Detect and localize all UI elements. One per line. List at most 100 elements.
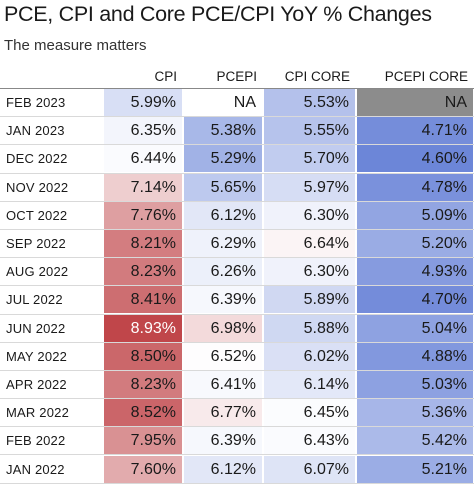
value-text: 4.93% bbox=[357, 258, 473, 286]
value-cell-cpi-core: 5.55% bbox=[263, 116, 356, 146]
row-date-label: MAY 2022 bbox=[0, 342, 103, 371]
table-row: JUN 2022 8.93% 6.98% 5.88% 5.04% bbox=[0, 314, 474, 343]
table-row: OCT 2022 7.76% 6.12% 6.30% 5.09% bbox=[0, 201, 474, 230]
table-row: DEC 2022 6.44% 5.29% 5.70% 4.60% bbox=[0, 144, 474, 174]
table-row: MAY 2022 8.50% 6.52% 6.02% 4.88% bbox=[0, 342, 474, 371]
value-cell-pcepi: 6.39% bbox=[183, 426, 263, 456]
value-cell-pcepi: 6.12% bbox=[183, 201, 263, 230]
value-text: 8.23% bbox=[104, 258, 182, 286]
value-text: 6.12% bbox=[184, 201, 262, 229]
value-cell-pcepi-core: 5.36% bbox=[356, 398, 474, 428]
value-cell-pcepi: 6.26% bbox=[183, 257, 263, 287]
value-cell-pcepi: 6.41% bbox=[183, 370, 263, 400]
value-text: 5.03% bbox=[357, 370, 473, 398]
table-body: FEB 2023 5.99% NA 5.53% NA JAN 2023 6.35% 5.38%… bbox=[0, 88, 474, 484]
inflation-table: CPI PCEPI CPI CORE PCEPI CORE FEB 2023 5.… bbox=[0, 64, 474, 484]
value-cell-cpi: 7.60% bbox=[103, 454, 183, 484]
value-text: 6.30% bbox=[264, 201, 355, 229]
value-text: 7.14% bbox=[104, 173, 182, 201]
table-row: AUG 2022 8.23% 6.26% 6.30% 4.93% bbox=[0, 257, 474, 287]
value-cell-pcepi-core: 5.21% bbox=[356, 454, 474, 484]
table-row: SEP 2022 8.21% 6.29% 6.64% 5.20% bbox=[0, 229, 474, 259]
row-date-label: APR 2022 bbox=[0, 370, 103, 400]
value-cell-cpi-core: 6.45% bbox=[263, 398, 356, 428]
table-row: JAN 2022 7.60% 6.12% 6.07% 5.21% bbox=[0, 454, 474, 484]
value-text: 6.02% bbox=[264, 342, 355, 370]
value-text: 5.65% bbox=[184, 173, 262, 201]
value-text: 5.21% bbox=[357, 455, 473, 483]
chart-subtitle: The measure matters bbox=[4, 37, 147, 54]
value-cell-cpi-core: 6.07% bbox=[263, 454, 356, 484]
value-text: 6.43% bbox=[264, 427, 355, 455]
row-date-label: NOV 2022 bbox=[0, 173, 103, 202]
value-text: 5.70% bbox=[264, 145, 355, 173]
row-date-label: JAN 2023 bbox=[0, 116, 103, 146]
value-cell-cpi-core: 6.64% bbox=[263, 229, 356, 259]
value-text: 6.30% bbox=[264, 258, 355, 286]
value-cell-cpi: 7.76% bbox=[103, 201, 183, 230]
row-date-label: AUG 2022 bbox=[0, 257, 103, 287]
value-cell-cpi-core: 6.14% bbox=[263, 370, 356, 400]
value-cell-cpi-core: 6.30% bbox=[263, 201, 356, 230]
value-text: 5.04% bbox=[357, 314, 473, 342]
value-text: 7.76% bbox=[104, 201, 182, 229]
table-row: JAN 2023 6.35% 5.38% 5.55% 4.71% bbox=[0, 116, 474, 146]
column-header-cpi-core: CPI CORE bbox=[263, 64, 356, 89]
value-cell-pcepi: 5.38% bbox=[183, 116, 263, 146]
value-cell-cpi: 5.99% bbox=[103, 88, 183, 118]
value-text: 6.26% bbox=[184, 258, 262, 286]
row-date-label: JAN 2022 bbox=[0, 454, 103, 484]
value-text: 5.09% bbox=[357, 201, 473, 229]
value-text: 8.23% bbox=[104, 370, 182, 398]
value-cell-pcepi-core: 4.93% bbox=[356, 257, 474, 287]
value-cell-cpi-core: 5.97% bbox=[263, 173, 356, 202]
value-cell-cpi: 8.23% bbox=[103, 370, 183, 400]
column-header-date bbox=[0, 64, 103, 89]
value-cell-pcepi-core: 5.20% bbox=[356, 229, 474, 259]
value-text: 6.52% bbox=[184, 342, 262, 370]
value-text: 6.07% bbox=[264, 455, 355, 483]
value-text: 6.39% bbox=[184, 427, 262, 455]
value-text: 6.35% bbox=[104, 117, 182, 145]
value-text: 6.77% bbox=[184, 399, 262, 427]
row-date-label: JUN 2022 bbox=[0, 314, 103, 343]
value-cell-pcepi: NA bbox=[183, 88, 263, 118]
value-text: 4.88% bbox=[357, 342, 473, 370]
value-text: 5.97% bbox=[264, 173, 355, 201]
table-row: NOV 2022 7.14% 5.65% 5.97% 4.78% bbox=[0, 173, 474, 202]
row-date-label: OCT 2022 bbox=[0, 201, 103, 230]
value-cell-cpi: 7.95% bbox=[103, 426, 183, 456]
value-text: 6.64% bbox=[264, 230, 355, 258]
value-cell-pcepi: 6.52% bbox=[183, 342, 263, 371]
value-cell-cpi: 8.21% bbox=[103, 229, 183, 259]
value-text: 5.29% bbox=[184, 145, 262, 173]
value-text: 5.38% bbox=[184, 117, 262, 145]
value-text: 8.93% bbox=[104, 314, 182, 342]
column-header-cpi: CPI bbox=[103, 64, 183, 89]
value-text: 5.55% bbox=[264, 117, 355, 145]
value-cell-pcepi-core: 4.71% bbox=[356, 116, 474, 146]
value-cell-cpi: 7.14% bbox=[103, 173, 183, 202]
value-text: 5.53% bbox=[264, 89, 355, 117]
value-cell-pcepi: 6.39% bbox=[183, 285, 263, 315]
value-text: 8.41% bbox=[104, 286, 182, 314]
row-date-label: FEB 2022 bbox=[0, 426, 103, 456]
value-text: 5.89% bbox=[264, 286, 355, 314]
value-text: 6.44% bbox=[104, 145, 182, 173]
value-cell-pcepi-core: 4.60% bbox=[356, 144, 474, 174]
value-text: 5.36% bbox=[357, 399, 473, 427]
value-cell-pcepi-core: NA bbox=[356, 88, 474, 118]
value-text: 4.60% bbox=[357, 145, 473, 173]
value-cell-cpi-core: 5.53% bbox=[263, 88, 356, 118]
value-cell-cpi: 8.52% bbox=[103, 398, 183, 428]
value-text: NA bbox=[357, 89, 473, 117]
value-text: 8.52% bbox=[104, 399, 182, 427]
value-text: 7.95% bbox=[104, 427, 182, 455]
value-text: 4.70% bbox=[357, 286, 473, 314]
value-cell-pcepi-core: 4.78% bbox=[356, 173, 474, 202]
value-text: 8.21% bbox=[104, 230, 182, 258]
value-cell-cpi-core: 5.70% bbox=[263, 144, 356, 174]
value-text: 6.45% bbox=[264, 399, 355, 427]
value-cell-pcepi-core: 4.88% bbox=[356, 342, 474, 371]
value-cell-cpi-core: 6.43% bbox=[263, 426, 356, 456]
